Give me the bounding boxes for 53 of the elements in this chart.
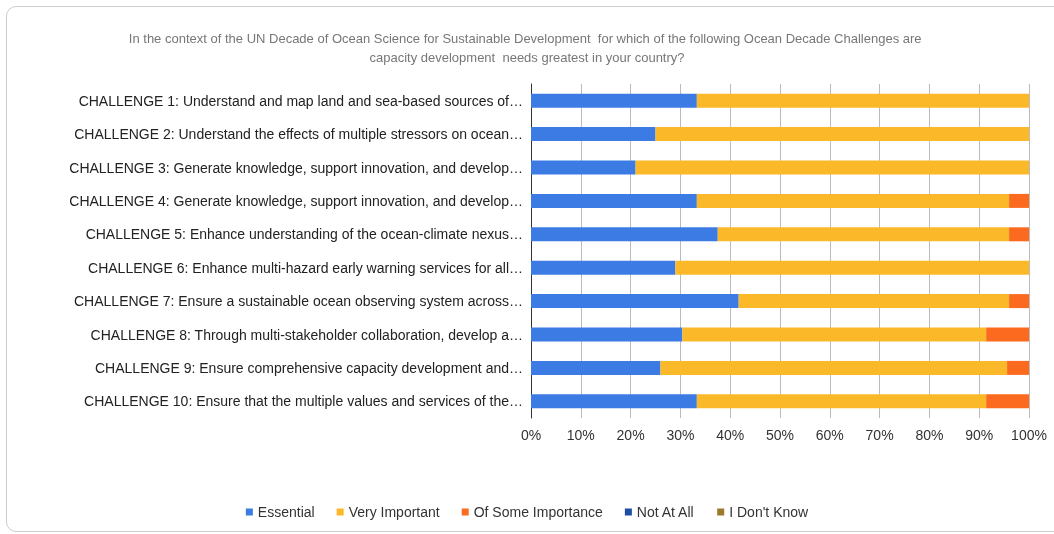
legend-label: Very Important (348, 504, 440, 520)
y-tick-label: CHALLENGE 4: Generate knowledge, support innovation, and develop… (69, 192, 523, 209)
bar (1009, 227, 1029, 242)
bar (986, 327, 1029, 342)
bar (531, 227, 718, 242)
x-tick-label: 10% (566, 427, 595, 443)
bar (531, 160, 636, 175)
y-tick-label: CHALLENGE 2: Understand the effects of multiple stressors on ocean… (74, 126, 523, 143)
y-tick-label: CHALLENGE 6: Enhance multi-hazard early warning services for all… (88, 259, 523, 276)
bar (531, 193, 697, 208)
bar (1009, 193, 1029, 208)
bar (531, 327, 683, 342)
chart-title: In the context of the UN Decade of Ocean Science for Sustainable Development for which of the following Ocean Decade Challenges are capacity development needs greatest in your country? (128, 31, 926, 65)
bar (531, 360, 661, 375)
x-tick-label: 90% (965, 427, 994, 443)
bar (531, 93, 697, 108)
bar (1007, 360, 1029, 375)
y-tick-label: CHALLENGE 10: Ensure that the multiple values and services of the… (84, 393, 523, 410)
x-tick-label: 100% (1011, 427, 1047, 443)
x-tick-label: 80% (915, 427, 944, 443)
bar (655, 127, 1029, 142)
legend-label: Essential (257, 504, 315, 520)
bar (531, 127, 656, 142)
y-tick-label: CHALLENGE 5: Enhance understanding of the ocean-climate nexus… (85, 226, 523, 243)
legend-label: Not At All (636, 504, 694, 520)
x-tick-label: 40% (716, 427, 745, 443)
bar (1009, 294, 1029, 309)
bar (696, 394, 987, 409)
bar (635, 160, 1029, 175)
legend-label: Of Some Importance (473, 504, 604, 520)
y-tick-label: CHALLENGE 1: Understand and map land and sea-based sources of… (78, 92, 523, 109)
y-tick-label: CHALLENGE 7: Ensure a sustainable ocean observing system across… (74, 293, 523, 310)
x-tick-label: 50% (765, 427, 795, 443)
legend-label: I Don't Know (729, 504, 810, 520)
y-tick-label: CHALLENGE 9: Ensure comprehensive capacity development and… (95, 359, 523, 376)
x-tick-label: 20% (616, 427, 645, 443)
bar (717, 227, 1010, 242)
x-tick-label: 70% (865, 427, 894, 443)
bar (531, 394, 697, 409)
bar (738, 294, 1010, 309)
bar (682, 327, 987, 342)
y-tick-label: CHALLENGE 8: Through multi-stakeholder collaboration, develop a… (90, 326, 523, 343)
bar (675, 260, 1029, 275)
bar (986, 394, 1029, 409)
bar (660, 360, 1008, 375)
x-tick-label: 60% (815, 427, 844, 443)
bar (696, 93, 1029, 108)
bar (531, 260, 676, 275)
x-tick-label: 30% (666, 427, 695, 443)
bar (531, 294, 739, 309)
x-tick-label: 0% (520, 427, 542, 443)
bar (696, 193, 1010, 208)
y-tick-label: CHALLENGE 3: Generate knowledge, support innovation, and develop… (69, 159, 523, 176)
